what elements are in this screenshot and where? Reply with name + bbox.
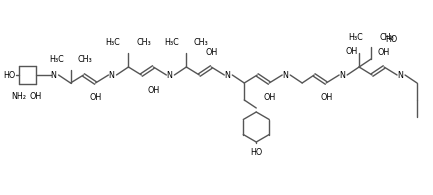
Text: N: N — [51, 71, 56, 80]
Text: OH: OH — [378, 48, 390, 57]
Text: OH: OH — [263, 93, 275, 102]
Text: OH: OH — [320, 93, 332, 102]
Text: HO: HO — [3, 71, 16, 80]
Text: OH: OH — [147, 86, 159, 95]
Text: CH₃: CH₃ — [379, 33, 394, 42]
Text: N: N — [339, 71, 345, 80]
Text: OH: OH — [89, 93, 102, 102]
Text: CH₃: CH₃ — [136, 38, 151, 47]
Text: N: N — [397, 71, 403, 80]
Text: N: N — [224, 71, 230, 80]
Text: H₃C: H₃C — [49, 55, 64, 64]
Text: H₃C: H₃C — [106, 38, 120, 47]
Text: NH₂: NH₂ — [11, 92, 26, 101]
Text: HO: HO — [385, 35, 397, 44]
Text: OH: OH — [205, 48, 217, 57]
Text: CH₃: CH₃ — [78, 55, 92, 64]
Text: N: N — [282, 71, 288, 80]
Text: OH: OH — [346, 47, 358, 56]
Text: HO: HO — [250, 148, 262, 157]
Text: CH₃: CH₃ — [194, 38, 208, 47]
Text: H₃C: H₃C — [165, 38, 179, 47]
Text: OH: OH — [29, 92, 42, 101]
Text: H₃C: H₃C — [349, 33, 363, 42]
Text: N: N — [166, 71, 172, 80]
Text: N: N — [109, 71, 114, 80]
